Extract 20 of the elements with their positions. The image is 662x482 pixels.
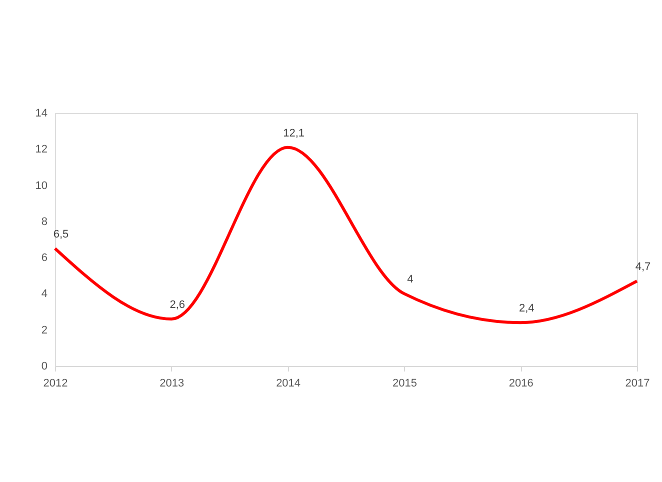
y-tick-label: 10: [35, 180, 48, 192]
x-tick-label: 2013: [160, 378, 184, 390]
data-label: 12,1: [283, 127, 305, 140]
data-label: 4: [407, 274, 414, 286]
y-tick-label: 6: [41, 252, 48, 264]
y-tick-label: 2: [41, 324, 48, 336]
data-label: 2,4: [518, 302, 534, 315]
y-tick-label: 12: [35, 144, 48, 156]
x-tick-label: 2016: [508, 378, 534, 390]
data-label: 2,6: [170, 299, 186, 312]
data-label: 4,7: [635, 261, 651, 274]
y-tick-label: 4: [41, 288, 48, 300]
x-tick-label: 2015: [392, 378, 417, 390]
x-tick-label: 2012: [43, 378, 68, 390]
x-tick-label: 2014: [276, 378, 301, 390]
y-tick-label: 8: [41, 216, 48, 228]
x-tick-label: 2017: [625, 378, 650, 390]
y-tick-label: 0: [41, 360, 48, 372]
data-label: 6,5: [53, 228, 69, 241]
y-tick-label: 14: [35, 108, 48, 120]
